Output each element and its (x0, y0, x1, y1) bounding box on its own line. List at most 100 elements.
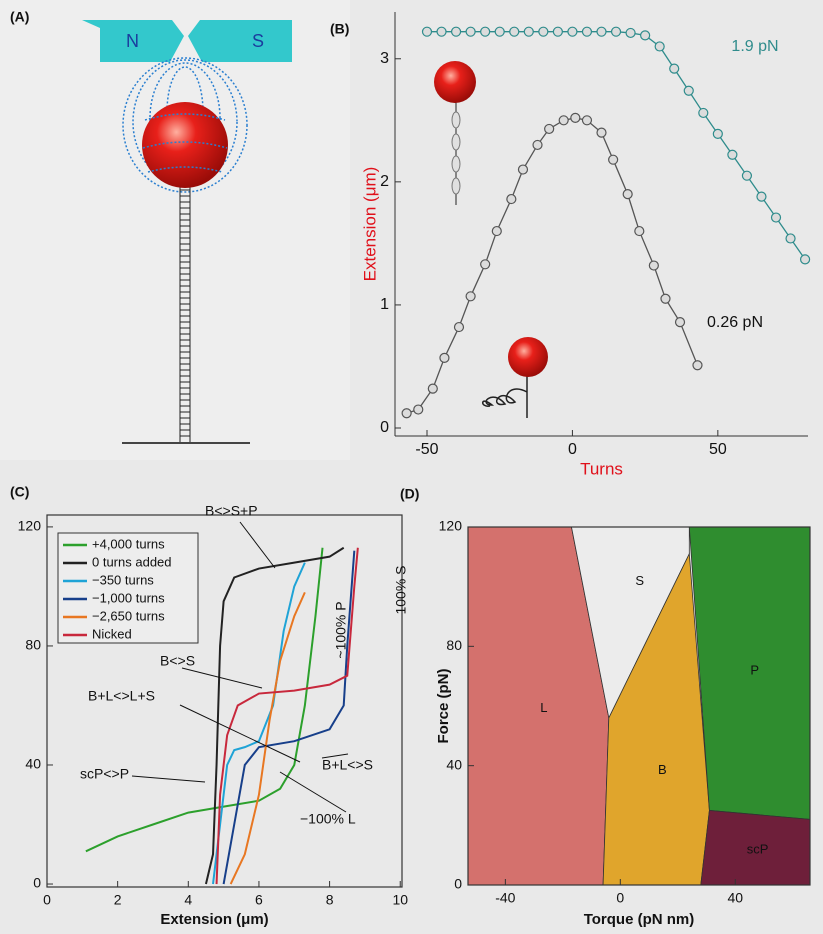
marker (518, 165, 527, 174)
legend-label: +4,000 turns (92, 536, 165, 551)
panel-label: (C) (10, 484, 29, 500)
annotation: B<>S (160, 653, 195, 669)
marker (641, 31, 650, 40)
panel-label: (B) (330, 21, 349, 37)
marker (568, 27, 577, 36)
legend-label: Nicked (92, 626, 132, 641)
marker (422, 27, 431, 36)
magnet-pole: S (252, 31, 264, 51)
marker (786, 234, 795, 243)
marker (757, 192, 766, 201)
x-tick-label: 10 (392, 892, 408, 908)
series-line (206, 548, 344, 884)
marker (661, 294, 670, 303)
series-line (224, 551, 355, 884)
marker (612, 27, 621, 36)
annotation-pointer (132, 776, 205, 782)
x-tick-label: 40 (727, 890, 743, 906)
series-line (427, 32, 805, 260)
x-tick-label: 2 (114, 892, 122, 908)
legend-label: −2,650 turns (92, 608, 165, 623)
marker (597, 27, 606, 36)
marker (801, 255, 810, 264)
y-tick-label: 0 (454, 876, 462, 892)
region-label: P (750, 662, 759, 677)
y-tick-label: 40 (446, 756, 462, 772)
figure: (A) N S (B)-500500123TurnsExtension (μm)… (0, 0, 823, 934)
x-tick-label: -50 (415, 441, 438, 458)
annotation-pointer (240, 522, 275, 568)
y-tick-label: 40 (25, 756, 41, 772)
region-label: L (540, 700, 547, 715)
annotation-pointer (182, 668, 262, 688)
series-line (231, 592, 305, 884)
marker (414, 405, 423, 414)
annotation: 100% S (393, 565, 409, 614)
marker (693, 361, 702, 370)
series-label: 1.9 pN (731, 38, 778, 55)
marker (559, 116, 568, 125)
series-label: 0.26 pN (707, 314, 763, 331)
marker (626, 28, 635, 37)
marker (428, 384, 437, 393)
series-line (213, 563, 305, 884)
marker (670, 64, 679, 73)
plectoneme (483, 375, 527, 418)
panel-a-bg (0, 0, 350, 460)
marker (582, 116, 591, 125)
marker (440, 353, 449, 362)
y-tick-label: 80 (25, 637, 41, 653)
annotation: B<>S+P (205, 503, 258, 519)
legend-label: 0 turns added (92, 554, 172, 569)
marker (481, 27, 490, 36)
annotation-pointer (280, 772, 346, 812)
marker (402, 409, 411, 418)
marker (728, 150, 737, 159)
annotation: B+L<>L+S (88, 688, 155, 704)
y-tick-label: 120 (18, 518, 42, 534)
marker (772, 213, 781, 222)
x-tick-label: 0 (43, 892, 51, 908)
marker (437, 27, 446, 36)
x-axis-label: Extension (μm) (160, 911, 268, 928)
marker (466, 292, 475, 301)
region-label: scP (747, 841, 769, 856)
marker (545, 124, 554, 133)
marker (582, 27, 591, 36)
x-tick-label: 0 (568, 441, 577, 458)
legend-label: −350 turns (92, 572, 154, 587)
annotation: B+L<>S (322, 757, 373, 773)
region-label: B (658, 762, 667, 777)
marker (609, 155, 618, 164)
marker (507, 195, 516, 204)
legend-label: −1,000 turns (92, 590, 165, 605)
marker (533, 140, 542, 149)
y-tick-label: 0 (33, 875, 41, 891)
marker (524, 27, 533, 36)
marker (713, 129, 722, 138)
y-tick-label: 2 (380, 173, 389, 190)
bead (508, 337, 548, 377)
annotation: scP<>P (80, 766, 129, 782)
x-tick-label: 4 (184, 892, 192, 908)
x-tick-label: 8 (326, 892, 334, 908)
marker (553, 27, 562, 36)
marker (597, 128, 606, 137)
x-axis-label: Torque (pN nm) (584, 911, 695, 928)
marker (684, 86, 693, 95)
y-tick-label: 80 (446, 637, 462, 653)
marker (454, 323, 463, 332)
marker (492, 227, 501, 236)
x-axis-label: Turns (580, 459, 623, 478)
x-tick-label: -40 (495, 890, 515, 906)
marker (649, 261, 658, 270)
marker (571, 113, 580, 122)
marker (510, 27, 519, 36)
y-axis-label: Force (pN) (435, 668, 452, 743)
marker (655, 42, 664, 51)
annotation: −100% L (300, 811, 356, 827)
marker (699, 108, 708, 117)
x-tick-label: 6 (255, 892, 263, 908)
y-tick-label: 1 (380, 296, 389, 313)
marker (539, 27, 548, 36)
